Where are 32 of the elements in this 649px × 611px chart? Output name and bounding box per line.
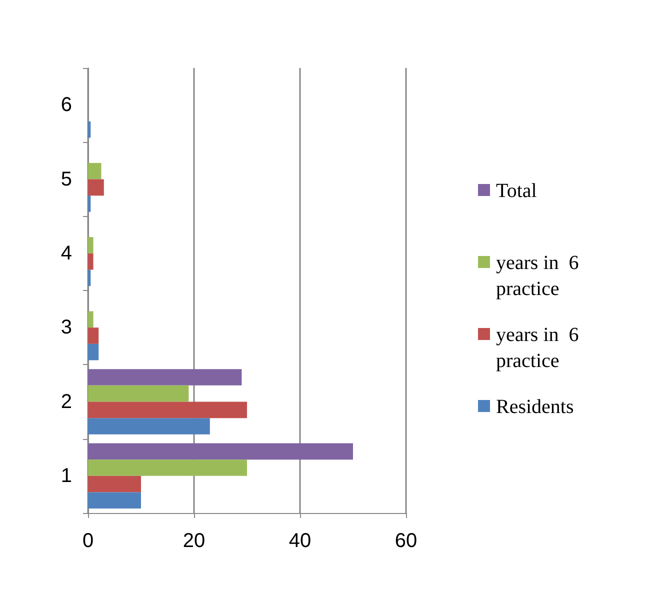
x-tick-label: 40: [288, 530, 312, 552]
bar: [88, 418, 210, 434]
y-tick-label: 5: [60, 168, 72, 190]
x-tick-label: 60: [394, 530, 418, 552]
legend-label: Total: [496, 180, 538, 202]
bar: [88, 311, 94, 328]
bar: [88, 492, 141, 509]
bar: [88, 443, 353, 460]
bar: [88, 369, 242, 386]
bar: [88, 237, 94, 254]
bar: [88, 162, 102, 180]
y-tick-label: 6: [60, 94, 72, 116]
y-tick-label: 3: [60, 316, 72, 339]
bar: [88, 402, 247, 418]
legend-label: years in 6 practice: [496, 252, 584, 300]
y-tick-label: 1: [60, 464, 72, 487]
bar: [88, 179, 104, 196]
bar: [88, 196, 91, 212]
bar: [88, 328, 99, 344]
bar: [88, 385, 189, 402]
y-tick-label: 4: [60, 242, 72, 264]
bar: [88, 476, 141, 492]
legend-label: years in 6 practice: [496, 324, 584, 372]
y-tick-label: 2: [60, 390, 72, 413]
x-tick-label: 0: [82, 530, 94, 552]
bar: [88, 270, 91, 286]
x-tick-label: 20: [182, 530, 206, 552]
bar: [88, 121, 91, 138]
bar: [88, 344, 99, 360]
bar: [88, 253, 94, 270]
bar: [88, 460, 247, 476]
legend-label: Residents: [496, 396, 574, 418]
